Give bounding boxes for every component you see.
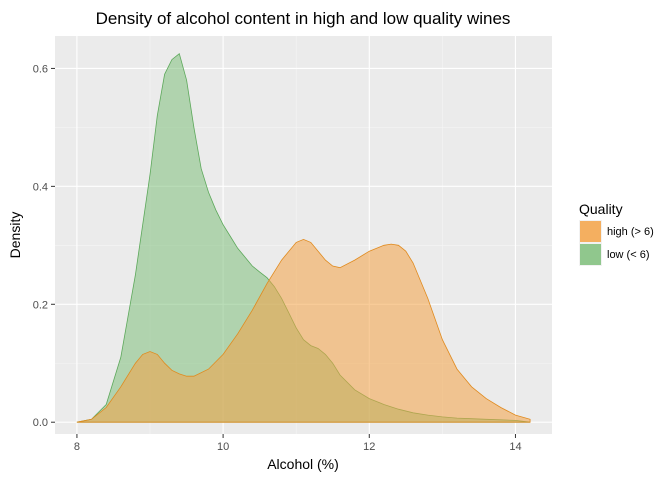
x-axis-ticks: 8 10 12 14 bbox=[74, 434, 522, 453]
y-tick-label: 0.4 bbox=[33, 181, 48, 193]
density-area-high bbox=[76, 238, 531, 423]
x-axis-title: Alcohol (%) bbox=[267, 456, 339, 472]
y-axis-ticks: 0.0 0.2 0.4 0.6 bbox=[33, 63, 55, 429]
y-tick-label: 0.0 bbox=[33, 417, 48, 429]
y-axis-title: Density bbox=[7, 212, 23, 259]
chart-title: Density of alcohol content in high and l… bbox=[96, 9, 511, 28]
density-areas bbox=[76, 53, 531, 423]
y-tick-label: 0.6 bbox=[33, 63, 48, 75]
legend-swatch bbox=[580, 244, 601, 265]
legend-swatch bbox=[580, 221, 601, 242]
legend: Quality high (> 6) low (< 6) bbox=[579, 201, 654, 266]
x-tick-label: 10 bbox=[217, 441, 229, 453]
x-tick-label: 14 bbox=[509, 441, 521, 453]
legend-label: high (> 6) bbox=[607, 226, 654, 238]
legend-title: Quality bbox=[579, 201, 623, 217]
y-tick-label: 0.2 bbox=[33, 299, 48, 311]
x-tick-label: 8 bbox=[74, 441, 80, 453]
legend-label: low (< 6) bbox=[607, 249, 650, 261]
x-tick-label: 12 bbox=[363, 441, 375, 453]
